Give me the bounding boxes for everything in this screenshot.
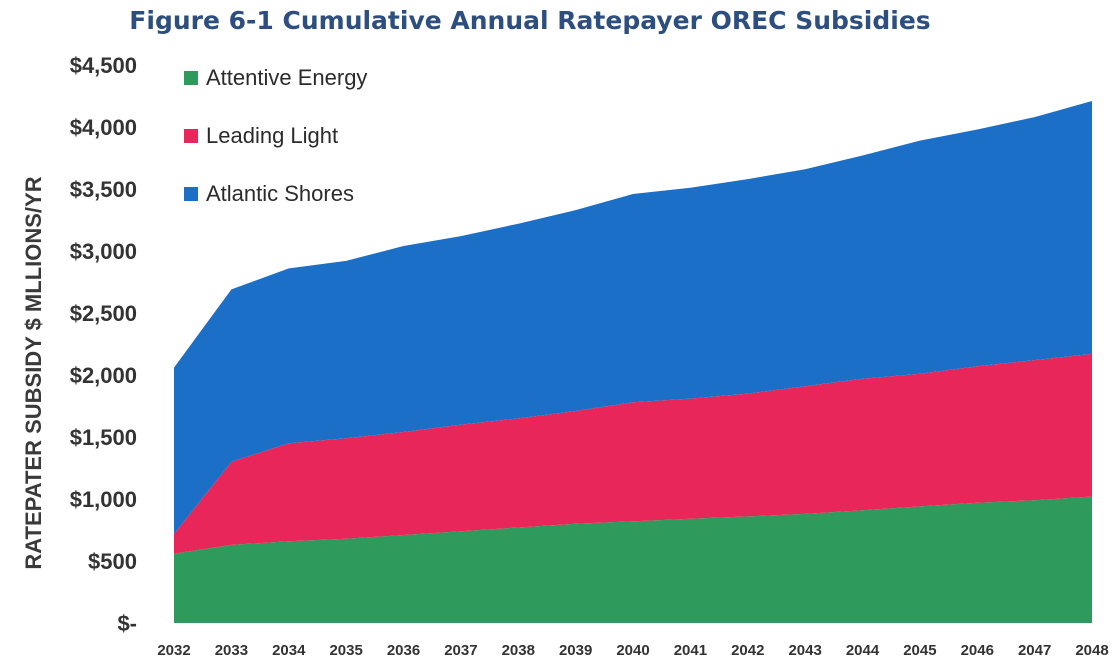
- legend-label-atlantic-shores: Atlantic Shores: [206, 181, 354, 206]
- x-tick-label: 2035: [329, 642, 362, 659]
- series-areas: [174, 101, 1092, 623]
- area-atlantic-shores: [174, 101, 1092, 534]
- y-tick-label: $2,500: [70, 301, 137, 326]
- area-leading-light: [174, 353, 1092, 554]
- x-tick-label: 2032: [157, 642, 190, 659]
- x-tick-label: 2039: [559, 642, 592, 659]
- legend-swatch-leading-light: [184, 129, 198, 143]
- legend: Attentive Energy Leading Light Atlantic Sh…: [184, 65, 367, 206]
- legend-swatch-attentive-energy: [184, 71, 198, 85]
- x-tick-label: 2034: [272, 642, 306, 659]
- x-tick-label: 2040: [616, 642, 649, 659]
- x-tick-labels: 2032 2033 2034 2035 2036 2037 2038 2039 2040 2041…: [157, 642, 1108, 659]
- x-tick-label: 2048: [1075, 642, 1108, 659]
- legend-label-attentive-energy: Attentive Energy: [206, 65, 367, 90]
- x-tick-label: 2043: [788, 642, 821, 659]
- x-tick-label: 2045: [903, 642, 936, 659]
- y-tick-label: $-: [117, 611, 137, 636]
- y-tick-label: $2,000: [70, 363, 137, 388]
- x-tick-label: 2037: [444, 642, 477, 659]
- legend-label-leading-light: Leading Light: [206, 123, 338, 148]
- y-tick-label: $500: [88, 549, 137, 574]
- x-tick-label: 2038: [502, 642, 535, 659]
- legend-swatch-atlantic-shores: [184, 187, 198, 201]
- y-tick-label: $3,000: [70, 239, 137, 264]
- area-attentive-energy: [174, 496, 1092, 623]
- y-tick-label: $3,500: [70, 177, 137, 202]
- x-tick-label: 2041: [674, 642, 707, 659]
- x-tick-label: 2042: [731, 642, 764, 659]
- y-tick-label: $1,000: [70, 487, 137, 512]
- y-tick-label: $1,500: [70, 425, 137, 450]
- x-tick-label: 2044: [846, 642, 880, 659]
- chart-title: Figure 6-1 Cumulative Annual Ratepayer O…: [129, 6, 931, 35]
- x-tick-label: 2046: [961, 642, 994, 659]
- y-tick-labels: $- $500 $1,000 $1,500 $2,000 $2,500 $3,000 $3,5…: [70, 53, 137, 636]
- x-tick-label: 2047: [1018, 642, 1051, 659]
- x-tick-label: 2036: [387, 642, 420, 659]
- y-tick-label: $4,000: [70, 115, 137, 140]
- x-tick-label: 2033: [215, 642, 248, 659]
- y-tick-label: $4,500: [70, 53, 137, 78]
